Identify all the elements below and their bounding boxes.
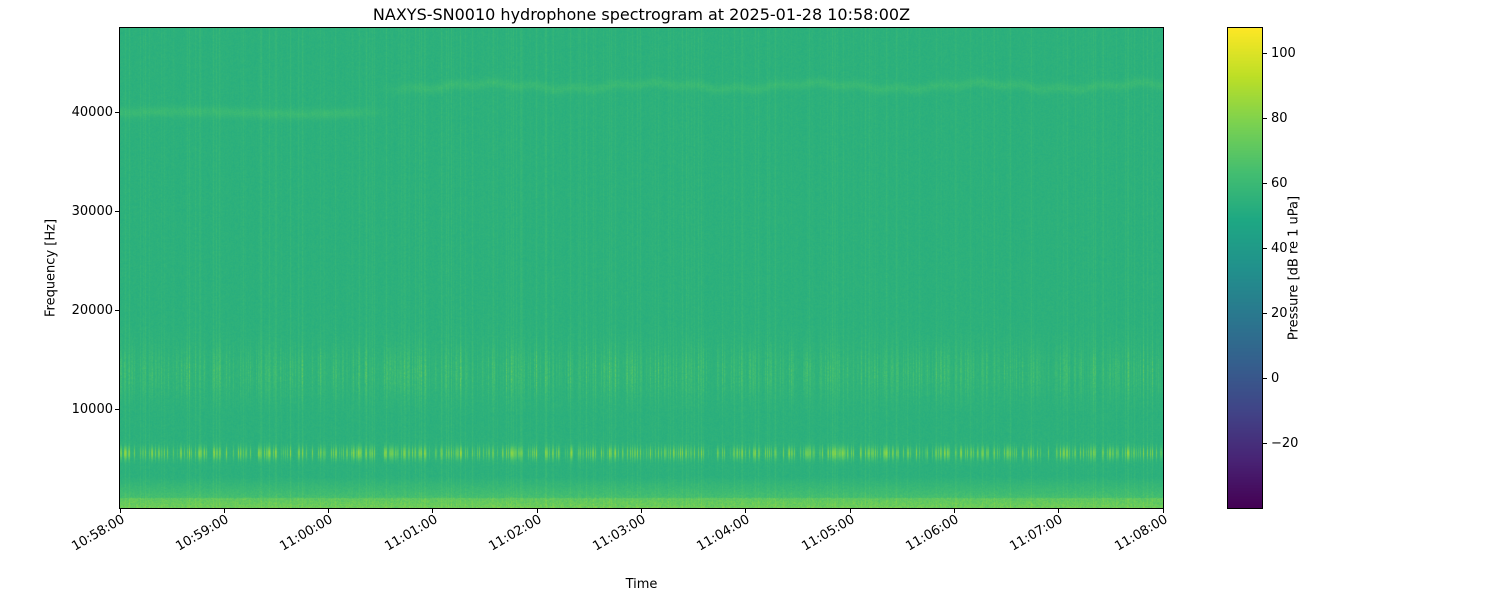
chart-title: NAXYS-SN0010 hydrophone spectrogram at 2… (372, 5, 911, 24)
x-tick (536, 509, 538, 513)
colorbar-tick-label: 40 (1271, 241, 1288, 257)
x-tick (849, 509, 851, 513)
x-tick (953, 509, 955, 513)
colorbar-tick-label: 20 (1271, 305, 1288, 321)
colorbar-tick-label: 60 (1271, 176, 1288, 192)
y-axis-label: Frequency [Hz] (43, 218, 59, 318)
y-tick-label: 20000 (71, 302, 113, 318)
colorbar-tick-label: 100 (1271, 46, 1296, 62)
x-tick (641, 509, 642, 513)
x-tick (119, 509, 121, 513)
spectrogram-heatmap (119, 27, 1164, 509)
y-tick-label: 10000 (71, 401, 113, 417)
colorbar-tick-label: 0 (1271, 370, 1280, 386)
y-tick (115, 408, 119, 410)
colorbar-tick (1263, 118, 1267, 120)
colorbar (1227, 27, 1263, 509)
colorbar-tick (1263, 312, 1267, 314)
colorbar-tick (1263, 377, 1267, 379)
y-tick (115, 309, 119, 311)
colorbar-label: Pressure [dB re 1 uPa] (1286, 195, 1302, 341)
x-axis-label: Time (625, 577, 658, 592)
x-tick (328, 509, 330, 513)
x-tick-label-text: 11:02:00 (486, 512, 545, 555)
x-tick-label-text: 11:01:00 (381, 512, 440, 555)
colorbar-tick (1263, 53, 1267, 55)
x-tick-label-text: 11:08:00 (1111, 512, 1170, 555)
x-tick-label-text: 11:05:00 (799, 512, 858, 555)
colorbar-tick-label: 80 (1271, 111, 1288, 127)
colorbar-tick-label: −20 (1271, 435, 1299, 451)
x-tick-label-text: 11:03:00 (590, 512, 649, 555)
y-tick-label: 30000 (71, 204, 113, 220)
x-tick (745, 509, 747, 513)
x-tick-label-text: 11:00:00 (277, 512, 336, 555)
y-tick-label: 40000 (71, 105, 113, 121)
colorbar-tick (1263, 183, 1267, 185)
y-tick (115, 211, 119, 213)
x-tick-label-text: 10:59:00 (173, 512, 232, 555)
x-tick-label-text: 10:58:00 (68, 512, 127, 555)
colorbar-tick (1263, 248, 1267, 250)
x-tick-label-text: 11:04:00 (694, 512, 753, 555)
colorbar-tick (1263, 442, 1267, 444)
x-tick (1058, 509, 1060, 513)
x-tick-label-text: 11:06:00 (903, 512, 962, 555)
x-tick (1162, 509, 1164, 513)
x-tick-label-text: 11:07:00 (1007, 512, 1066, 555)
y-tick (115, 112, 119, 114)
x-tick (432, 509, 434, 513)
x-tick (223, 509, 225, 513)
